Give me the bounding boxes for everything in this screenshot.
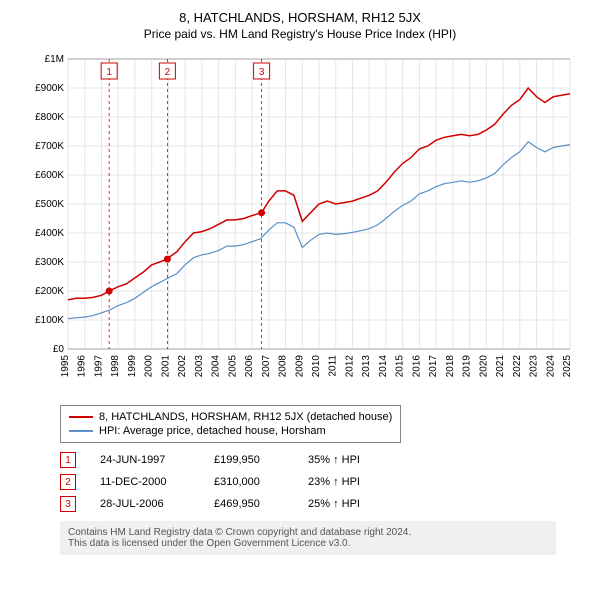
- legend-label: HPI: Average price, detached house, Hors…: [99, 425, 326, 437]
- svg-text:1995: 1995: [60, 355, 71, 378]
- svg-text:£0: £0: [53, 344, 65, 355]
- svg-text:£700K: £700K: [35, 141, 64, 152]
- svg-text:2013: 2013: [361, 355, 372, 378]
- transaction-index: 1: [60, 452, 76, 468]
- transaction-delta: 25% ↑ HPI: [308, 498, 360, 510]
- legend-swatch: [69, 416, 93, 418]
- svg-text:3: 3: [259, 67, 265, 78]
- svg-text:2000: 2000: [144, 355, 155, 378]
- svg-text:2: 2: [165, 67, 171, 78]
- svg-text:2024: 2024: [545, 355, 556, 378]
- svg-text:2021: 2021: [495, 355, 506, 378]
- svg-text:2019: 2019: [462, 355, 473, 378]
- svg-text:2006: 2006: [244, 355, 255, 378]
- svg-text:2017: 2017: [428, 355, 439, 378]
- svg-text:2004: 2004: [211, 355, 222, 378]
- svg-text:2003: 2003: [194, 355, 205, 378]
- footer-line: Contains HM Land Registry data © Crown c…: [68, 527, 548, 538]
- transactions-table: 1 24-JUN-1997 £199,950 35% ↑ HPI 2 11-DEC-200…: [60, 449, 580, 515]
- svg-text:2025: 2025: [562, 355, 573, 378]
- svg-text:1998: 1998: [110, 355, 121, 378]
- svg-text:1996: 1996: [77, 355, 88, 378]
- svg-text:2010: 2010: [311, 355, 322, 378]
- legend-item: 8, HATCHLANDS, HORSHAM, RH12 5JX (detach…: [69, 410, 392, 424]
- svg-text:2002: 2002: [177, 355, 188, 378]
- transaction-index: 2: [60, 474, 76, 490]
- transaction-row: 2 11-DEC-2000 £310,000 23% ↑ HPI: [60, 471, 580, 493]
- chart-subtitle: Price paid vs. HM Land Registry's House …: [10, 27, 590, 41]
- svg-text:£1M: £1M: [45, 54, 64, 65]
- svg-text:1997: 1997: [93, 355, 104, 378]
- transaction-date: 24-JUN-1997: [100, 454, 190, 466]
- transaction-index: 3: [60, 496, 76, 512]
- transaction-row: 1 24-JUN-1997 £199,950 35% ↑ HPI: [60, 449, 580, 471]
- legend-swatch: [69, 430, 93, 432]
- chart-plot: £0 £100K £200K £300K £400K £500K £600K £700K £80…: [20, 49, 580, 399]
- legend: 8, HATCHLANDS, HORSHAM, RH12 5JX (detach…: [60, 405, 401, 443]
- attribution-footer: Contains HM Land Registry data © Crown c…: [60, 521, 556, 555]
- svg-text:2011: 2011: [328, 355, 339, 377]
- transaction-date: 28-JUL-2006: [100, 498, 190, 510]
- svg-text:2007: 2007: [261, 355, 272, 378]
- svg-text:2020: 2020: [478, 355, 489, 378]
- svg-text:2005: 2005: [227, 355, 238, 378]
- transaction-delta: 23% ↑ HPI: [308, 476, 360, 488]
- svg-text:2015: 2015: [395, 355, 406, 378]
- svg-text:£900K: £900K: [35, 83, 64, 94]
- svg-text:1: 1: [106, 67, 112, 78]
- chart-title: 8, HATCHLANDS, HORSHAM, RH12 5JX: [10, 10, 590, 25]
- svg-text:2014: 2014: [378, 355, 389, 378]
- legend-item: HPI: Average price, detached house, Hors…: [69, 424, 392, 438]
- svg-text:£500K: £500K: [35, 199, 64, 210]
- svg-text:£200K: £200K: [35, 286, 64, 297]
- svg-text:2018: 2018: [445, 355, 456, 378]
- svg-text:2023: 2023: [529, 355, 540, 378]
- transaction-price: £199,950: [214, 454, 284, 466]
- svg-text:£400K: £400K: [35, 228, 64, 239]
- svg-text:£800K: £800K: [35, 112, 64, 123]
- footer-line: This data is licensed under the Open Gov…: [68, 538, 548, 549]
- svg-text:£300K: £300K: [35, 257, 64, 268]
- svg-text:2008: 2008: [278, 355, 289, 378]
- svg-text:2022: 2022: [512, 355, 523, 378]
- svg-text:£600K: £600K: [35, 170, 64, 181]
- svg-text:2016: 2016: [411, 355, 422, 378]
- transaction-delta: 35% ↑ HPI: [308, 454, 360, 466]
- transaction-row: 3 28-JUL-2006 £469,950 25% ↑ HPI: [60, 493, 580, 515]
- legend-label: 8, HATCHLANDS, HORSHAM, RH12 5JX (detach…: [99, 411, 392, 423]
- transaction-price: £310,000: [214, 476, 284, 488]
- transaction-price: £469,950: [214, 498, 284, 510]
- svg-text:2009: 2009: [294, 355, 305, 378]
- svg-text:2001: 2001: [160, 355, 171, 378]
- svg-text:1999: 1999: [127, 355, 138, 378]
- svg-text:£100K: £100K: [35, 315, 64, 326]
- svg-text:2012: 2012: [344, 355, 355, 378]
- transaction-date: 11-DEC-2000: [100, 476, 190, 488]
